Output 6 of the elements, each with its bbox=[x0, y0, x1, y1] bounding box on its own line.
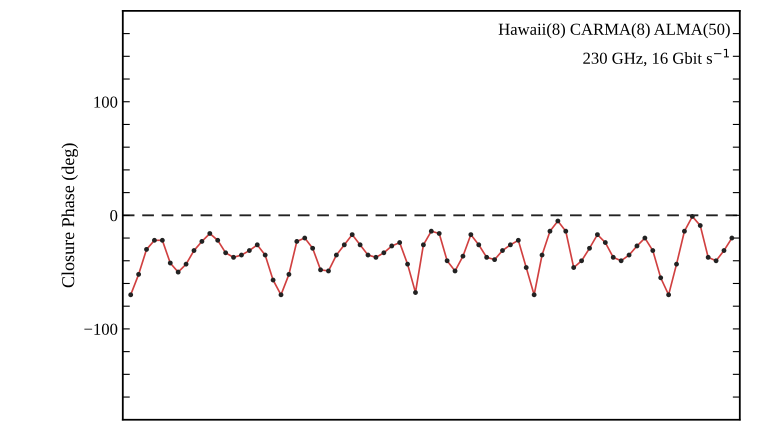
y-axis-title: Closure Phase (deg) bbox=[62, 143, 78, 288]
y-tick-label: 100 bbox=[94, 96, 118, 108]
y-tick-label: −100 bbox=[84, 324, 118, 335]
y-tick-label: 0 bbox=[110, 210, 118, 222]
annotation: 230 GHz, 16 Gbit s$^{−1}$ bbox=[583, 48, 729, 66]
annotation: Hawaii(8) CARMA(8) ALMA(50) bbox=[498, 23, 730, 38]
